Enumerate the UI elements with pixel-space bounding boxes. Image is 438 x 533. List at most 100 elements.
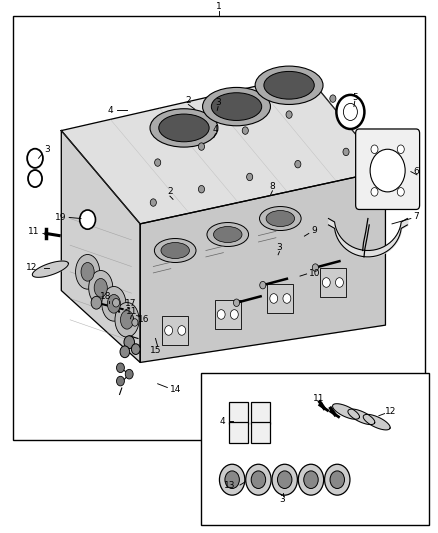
Text: 11: 11 <box>313 394 325 403</box>
Text: 5: 5 <box>352 93 358 101</box>
Circle shape <box>371 145 378 154</box>
Circle shape <box>336 95 364 129</box>
Text: 2: 2 <box>186 96 191 104</box>
Circle shape <box>283 294 291 303</box>
Text: 3: 3 <box>44 145 50 154</box>
Ellipse shape <box>264 71 314 99</box>
Text: 4: 4 <box>213 125 218 134</box>
Ellipse shape <box>102 287 126 321</box>
Ellipse shape <box>88 271 113 305</box>
Circle shape <box>371 188 378 196</box>
Text: 9: 9 <box>311 226 317 235</box>
Text: 6: 6 <box>413 167 419 176</box>
Circle shape <box>198 185 205 193</box>
Circle shape <box>178 326 186 335</box>
Circle shape <box>270 294 278 303</box>
Circle shape <box>336 278 343 287</box>
Text: 11: 11 <box>28 227 40 236</box>
Circle shape <box>397 145 404 154</box>
Circle shape <box>27 149 43 168</box>
Ellipse shape <box>76 255 100 289</box>
Ellipse shape <box>115 302 139 337</box>
Text: 17: 17 <box>125 300 136 308</box>
Ellipse shape <box>161 243 190 259</box>
Polygon shape <box>61 131 140 362</box>
Circle shape <box>131 344 140 354</box>
Text: 14: 14 <box>170 385 182 393</box>
Ellipse shape <box>278 471 292 488</box>
Bar <box>201 373 429 525</box>
Ellipse shape <box>150 109 218 147</box>
Text: 3: 3 <box>276 243 283 252</box>
Text: 18: 18 <box>100 292 112 301</box>
Circle shape <box>343 103 357 120</box>
Circle shape <box>322 278 330 287</box>
Circle shape <box>113 298 120 307</box>
Bar <box>251 422 270 443</box>
Bar <box>215 300 241 329</box>
Circle shape <box>397 188 404 196</box>
Ellipse shape <box>298 464 324 495</box>
Circle shape <box>120 346 130 358</box>
Ellipse shape <box>211 93 262 120</box>
Circle shape <box>91 296 102 309</box>
Ellipse shape <box>107 294 120 313</box>
Ellipse shape <box>255 66 323 104</box>
Text: 2: 2 <box>167 188 173 196</box>
Circle shape <box>217 310 225 319</box>
Text: 11: 11 <box>126 307 137 316</box>
Text: 3: 3 <box>279 496 286 504</box>
Text: 4: 4 <box>108 106 113 115</box>
Circle shape <box>117 376 124 386</box>
Ellipse shape <box>246 464 271 495</box>
Circle shape <box>330 95 336 102</box>
Polygon shape <box>332 403 360 419</box>
Circle shape <box>247 173 253 181</box>
Circle shape <box>286 111 292 118</box>
Circle shape <box>370 149 405 192</box>
Circle shape <box>28 170 42 187</box>
Polygon shape <box>348 409 375 425</box>
Circle shape <box>312 264 318 271</box>
Circle shape <box>125 369 133 379</box>
Ellipse shape <box>225 471 239 488</box>
Ellipse shape <box>266 211 294 227</box>
Bar <box>229 422 248 443</box>
Circle shape <box>198 143 205 150</box>
Text: 1: 1 <box>216 2 222 11</box>
Text: 3: 3 <box>215 98 221 107</box>
Ellipse shape <box>202 87 271 126</box>
Circle shape <box>233 299 240 306</box>
Circle shape <box>260 281 266 289</box>
Circle shape <box>242 127 248 134</box>
Text: 13: 13 <box>224 481 236 489</box>
Polygon shape <box>32 261 68 277</box>
Polygon shape <box>61 75 385 224</box>
Ellipse shape <box>325 464 350 495</box>
Ellipse shape <box>94 278 107 297</box>
Ellipse shape <box>272 464 297 495</box>
Ellipse shape <box>154 239 196 263</box>
Text: 15: 15 <box>150 346 161 355</box>
Ellipse shape <box>159 114 209 142</box>
Circle shape <box>117 363 124 373</box>
Bar <box>320 268 346 297</box>
Ellipse shape <box>251 471 265 488</box>
Bar <box>162 316 188 345</box>
Ellipse shape <box>214 227 242 243</box>
Ellipse shape <box>259 207 301 231</box>
Bar <box>229 402 248 424</box>
Bar <box>267 284 293 313</box>
Text: 4: 4 <box>220 417 225 425</box>
Circle shape <box>295 160 301 168</box>
Text: 12: 12 <box>385 407 396 416</box>
Circle shape <box>343 148 349 156</box>
Text: 12: 12 <box>26 263 38 272</box>
Circle shape <box>124 336 134 349</box>
Ellipse shape <box>219 464 245 495</box>
Text: 10: 10 <box>309 270 320 278</box>
Ellipse shape <box>304 471 318 488</box>
Ellipse shape <box>81 263 94 281</box>
Text: 8: 8 <box>269 182 276 191</box>
Ellipse shape <box>120 310 134 329</box>
